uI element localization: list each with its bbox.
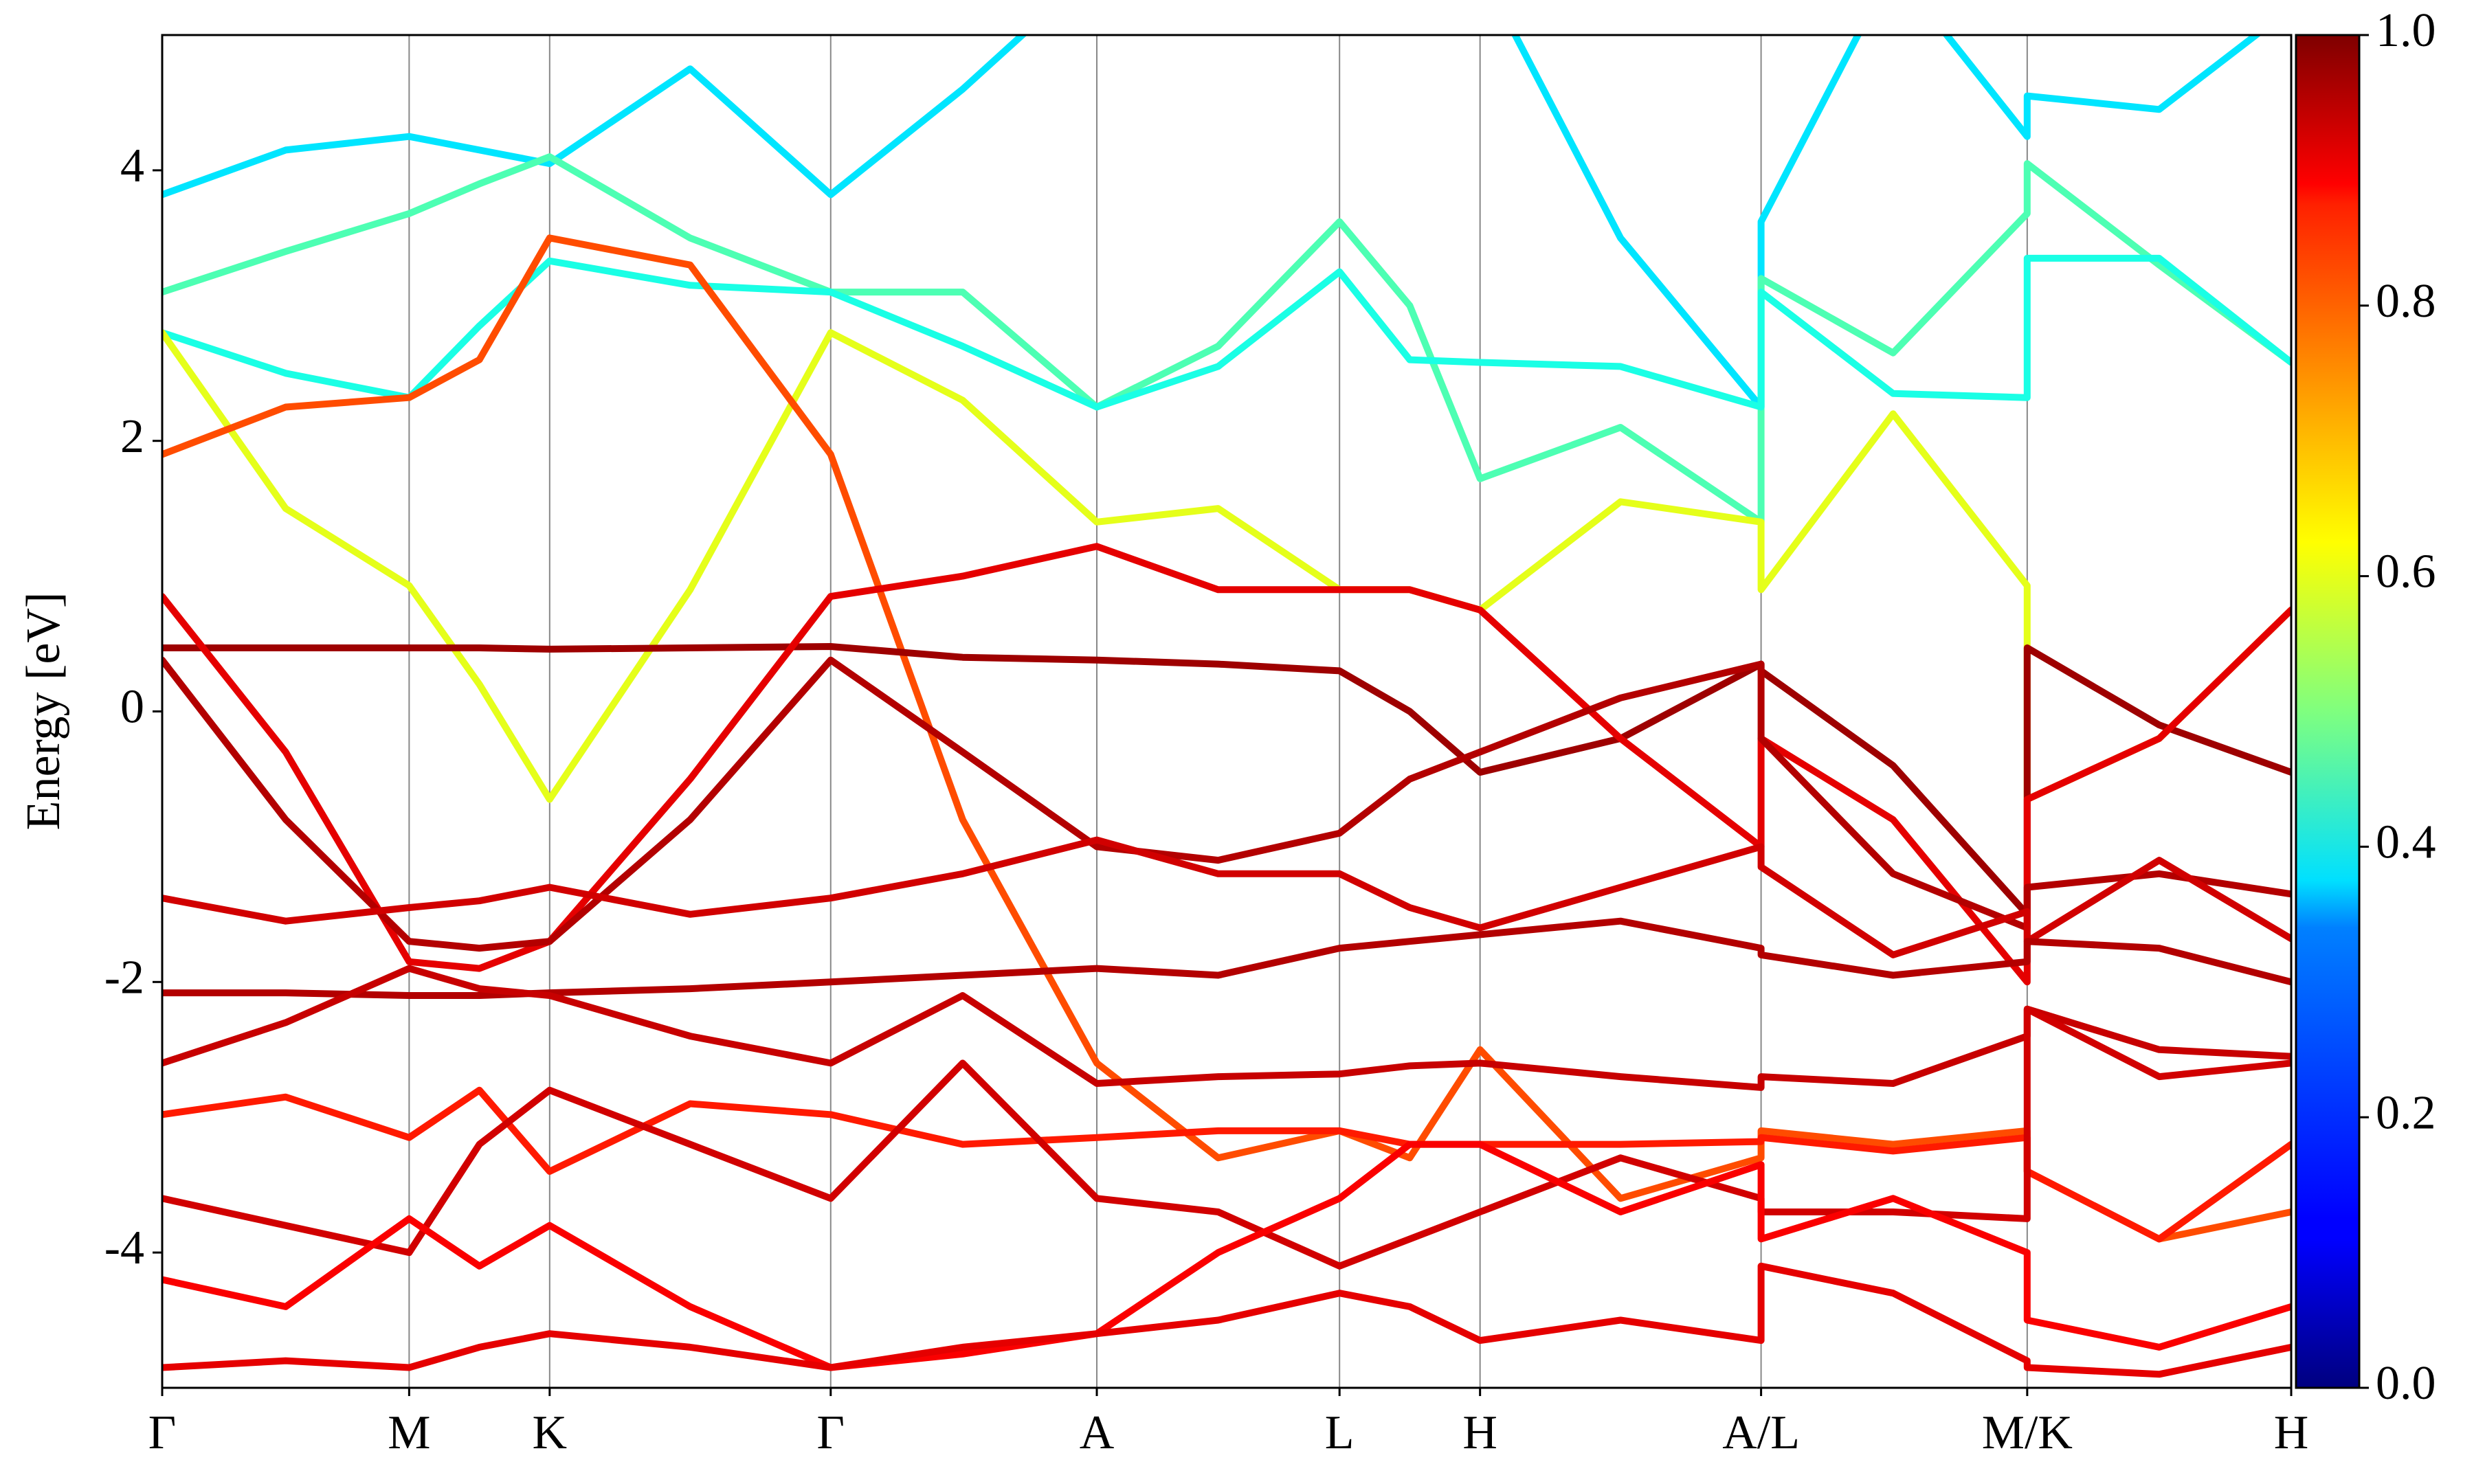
plot-frame [161, 34, 2293, 1389]
x-tick-label: L [1325, 1406, 1355, 1459]
x-tick-label: H [1462, 1406, 1497, 1459]
colorbar-tick-label: 0.4 [2376, 816, 2436, 868]
band-line [162, 329, 2291, 803]
y-tick-label: -2 [104, 951, 144, 1004]
band-line [162, 656, 2291, 952]
x-tick-label: Γ [148, 1406, 176, 1459]
colorbar-tick-label: 1.0 [2376, 4, 2436, 57]
band-line [162, 643, 2291, 918]
x-tick-label: K [533, 1406, 568, 1459]
x-tick-label: H [2274, 1406, 2309, 1459]
colorbar [2295, 34, 2361, 1389]
bands [162, 35, 2291, 1378]
band-line [162, 1140, 2291, 1371]
band-line [162, 543, 2291, 986]
band-line [162, 35, 2262, 411]
y-tick-label: 0 [120, 681, 144, 734]
band-line [162, 965, 2291, 1091]
ticks: Γ M K Γ A L H A/L M/K H -4 -2 0 2 4 0.0 0.2 0.4 0.6 0.8 1.0 [104, 4, 2436, 1459]
band-line [162, 254, 2291, 411]
band-line [162, 836, 2291, 958]
colorbar-tick-label: 0.6 [2376, 546, 2436, 598]
band-line [162, 1005, 2291, 1270]
colorbar-tick-label: 0.2 [2376, 1086, 2436, 1139]
band-line [162, 153, 2291, 526]
y-tick-label: 2 [120, 410, 144, 463]
x-tick-label: A/L [1722, 1406, 1800, 1459]
x-tick-label: Γ [817, 1406, 845, 1459]
y-tick-label: -4 [104, 1222, 144, 1274]
band-line [162, 917, 2291, 999]
x-tick-label: A [1080, 1406, 1115, 1459]
x-tick-label: M/K [1982, 1406, 2073, 1459]
band-line [162, 1262, 2291, 1378]
colorbar-tick-label: 0.0 [2376, 1357, 2436, 1410]
y-axis-label: Energy [eV] [17, 592, 70, 831]
y-tick-label: 4 [120, 139, 144, 192]
grid [161, 35, 2292, 1388]
x-tick-label: M [388, 1406, 430, 1459]
colorbar-tick-label: 0.8 [2376, 275, 2436, 328]
band-line [162, 1086, 2291, 1243]
